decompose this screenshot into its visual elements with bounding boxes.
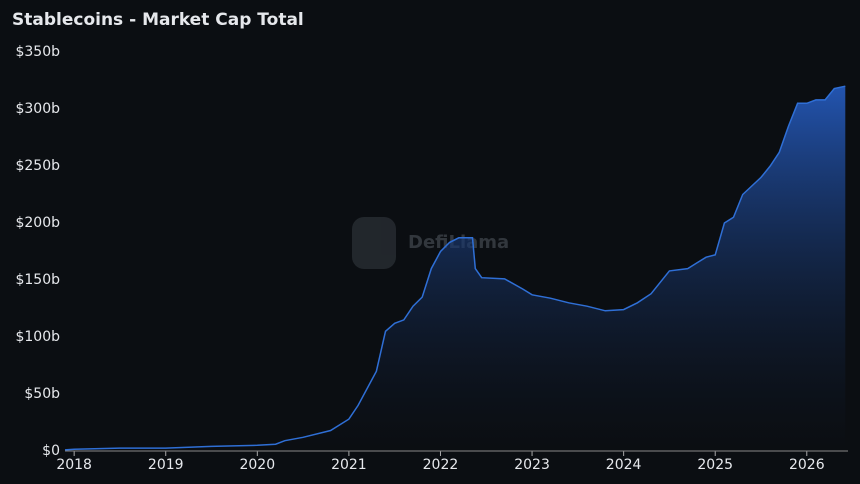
x-tick-label: 2025 — [697, 457, 733, 473]
y-tick-label: $300b — [15, 101, 60, 117]
x-tick-label: 2018 — [56, 457, 92, 473]
x-tick-label: 2024 — [606, 457, 642, 473]
y-tick-label: $200b — [15, 215, 60, 231]
line — [64, 85, 846, 451]
chart-title: Stablecoins - Market Cap Total — [12, 10, 304, 30]
y-tick-label: $50b — [24, 386, 60, 402]
y-tick-label: $150b — [15, 272, 60, 288]
x-tick-label: 2026 — [789, 457, 825, 473]
y-tick-label: $100b — [15, 329, 60, 345]
x-tick-label: 2020 — [239, 457, 275, 473]
x-tick-label: 2023 — [514, 457, 550, 473]
x-tick-label: 2022 — [423, 457, 459, 473]
x-tick-label: 2021 — [331, 457, 367, 473]
x-tick-label: 2019 — [148, 457, 184, 473]
area — [65, 86, 846, 451]
y-tick-label: $350b — [15, 44, 60, 60]
y-tick-label: $0 — [42, 443, 60, 459]
watermark-logo: DefiLlama — [352, 217, 509, 269]
y-tick-label: $250b — [15, 158, 60, 174]
